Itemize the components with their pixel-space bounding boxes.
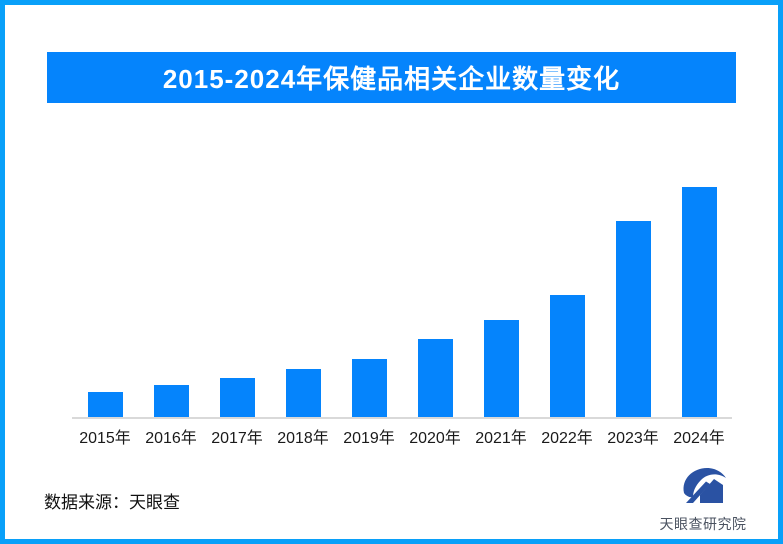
chart-title: 2015-2024年保健品相关企业数量变化 xyxy=(162,64,621,94)
bar-2020年 xyxy=(417,339,453,417)
bar-2022年 xyxy=(549,295,585,417)
x-tick-label: 2019年 xyxy=(343,430,395,447)
bar-2021年 xyxy=(483,320,519,417)
bar-slot xyxy=(204,150,270,417)
bar-slot xyxy=(534,150,600,417)
bar-2023年 xyxy=(615,221,651,417)
x-tick-label: 2023年 xyxy=(607,430,659,447)
x-tick-label: 2017年 xyxy=(211,430,263,447)
bar-2015年 xyxy=(87,392,123,417)
bar-slot xyxy=(666,150,732,417)
logo-text: 天眼查研究院 xyxy=(659,516,747,532)
bar-slot xyxy=(270,150,336,417)
x-tick-label: 2024年 xyxy=(673,430,725,447)
bar-slot xyxy=(468,150,534,417)
tianyancha-logo: 天眼查研究院 xyxy=(655,466,751,534)
bar-2016年 xyxy=(153,385,189,417)
bar-2019年 xyxy=(351,359,387,417)
chart-title-banner: 2015-2024年保健品相关企业数量变化 xyxy=(47,52,736,103)
x-tick-label: 2022年 xyxy=(541,430,593,447)
x-tick-label: 2015年 xyxy=(79,430,131,447)
x-tick-label: 2016年 xyxy=(145,430,197,447)
bar-slot xyxy=(138,150,204,417)
bar-slot xyxy=(402,150,468,417)
data-source-label: 数据来源：天眼查 xyxy=(44,493,180,512)
x-tick-label: 2021年 xyxy=(475,430,527,447)
bar-2018年 xyxy=(285,369,321,417)
bar-2017年 xyxy=(219,378,255,417)
x-tick-label: 2020年 xyxy=(409,430,461,447)
bar-slot xyxy=(600,150,666,417)
bar-slot xyxy=(72,150,138,417)
bar-slot xyxy=(336,150,402,417)
x-tick-label: 2018年 xyxy=(277,430,329,447)
x-axis-labels: 2015年 2016年 2017年 2018年 2019年 2020年 2021年 2022年… xyxy=(72,429,732,449)
bar-2024年 xyxy=(681,187,717,417)
tianyancha-eye-icon xyxy=(679,466,727,511)
bar-plot xyxy=(72,150,732,419)
